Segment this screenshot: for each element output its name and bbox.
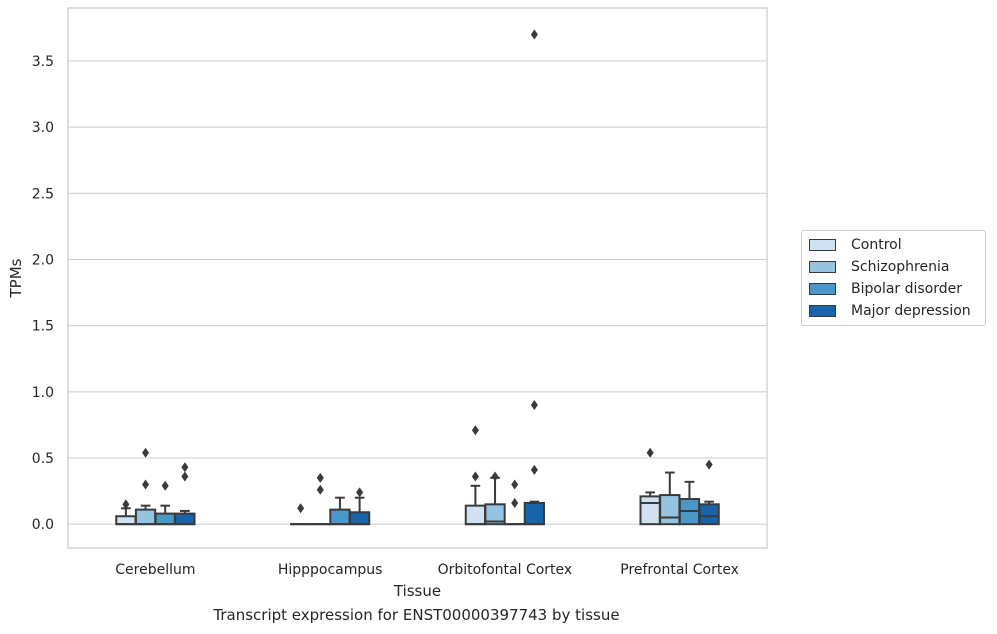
box-bipolar-disorder xyxy=(154,512,176,526)
y-axis-label: TPMs xyxy=(7,258,25,298)
box-schizophrenia xyxy=(659,494,681,526)
x-tick-label: Orbitofontal Cortex xyxy=(438,562,573,578)
legend-swatch-major-depression xyxy=(809,305,836,317)
legend-label-bipolar-disorder: Bipolar disorder xyxy=(851,281,963,297)
outlier-point-control xyxy=(471,425,479,436)
outlier-point-major-depression xyxy=(530,400,538,411)
box-major-depression xyxy=(348,511,371,526)
x-tick-label: Hipppocampus xyxy=(278,562,383,578)
outlier-point-major-depression xyxy=(356,487,364,498)
outlier-point-control xyxy=(646,447,654,458)
x-tick-label: Cerebellum xyxy=(115,562,195,578)
box-major-depression xyxy=(698,503,720,526)
x-tick-label: Prefrontal Cortex xyxy=(620,562,739,578)
outlier-point-schizophrenia xyxy=(316,472,324,483)
outlier-point-schizophrenia xyxy=(316,484,324,495)
outlier-point-schizophrenia xyxy=(491,471,499,482)
outlier-point-major-depression xyxy=(181,462,189,473)
y-tick-label: 0.0 xyxy=(32,517,54,533)
y-tick-label: 1.5 xyxy=(32,319,54,335)
figure-caption: Transcript expression for ENST0000039774… xyxy=(213,606,620,624)
outlier-point-schizophrenia xyxy=(142,447,150,458)
outlier-point-schizophrenia xyxy=(142,479,150,490)
outlier-point-major-depression xyxy=(530,464,538,475)
chart-legend: Control Schizophrenia Bipolar disorder M… xyxy=(801,230,986,326)
outlier-point-bipolar-disorder xyxy=(161,480,169,491)
legend-swatch-bipolar-disorder xyxy=(809,283,836,295)
legend-item-major-depression: Major depression xyxy=(809,302,971,320)
box-major-depression xyxy=(174,512,196,526)
outlier-point-control xyxy=(297,503,305,514)
y-tick-label: 2.0 xyxy=(32,252,54,268)
legend-item-bipolar-disorder: Bipolar disorder xyxy=(809,280,962,298)
outlier-point-major-depression xyxy=(181,471,189,482)
box-bipolar-disorder xyxy=(329,508,351,526)
legend-label-control: Control xyxy=(851,237,902,253)
outlier-point-control xyxy=(471,471,479,482)
x-axis-label: Tissue xyxy=(393,582,441,600)
outlier-point-bipolar-disorder xyxy=(511,479,519,490)
legend-item-control: Control xyxy=(809,236,902,254)
box-control xyxy=(639,495,661,526)
box-control xyxy=(464,504,487,526)
y-tick-label: 3.0 xyxy=(32,120,54,136)
outlier-point-control xyxy=(122,499,130,510)
box-schizophrenia xyxy=(484,503,506,526)
y-tick-label: 0.5 xyxy=(32,451,54,467)
outlier-point-major-depression xyxy=(530,29,538,40)
legend-label-major-depression: Major depression xyxy=(851,303,971,319)
plot-frame xyxy=(67,7,768,549)
y-tick-label: 1.0 xyxy=(32,385,54,401)
y-tick-label: 3.5 xyxy=(32,54,54,70)
legend-item-schizophrenia: Schizophrenia xyxy=(809,258,949,276)
box-major-depression xyxy=(523,502,545,526)
outlier-point-bipolar-disorder xyxy=(511,498,519,508)
box-schizophrenia xyxy=(134,508,157,526)
legend-swatch-control xyxy=(809,239,836,251)
legend-swatch-schizophrenia xyxy=(809,261,836,273)
y-tick-label: 2.5 xyxy=(32,186,54,202)
outlier-point-major-depression xyxy=(705,459,713,470)
legend-label-schizophrenia: Schizophrenia xyxy=(851,259,950,275)
box-control xyxy=(115,515,137,526)
